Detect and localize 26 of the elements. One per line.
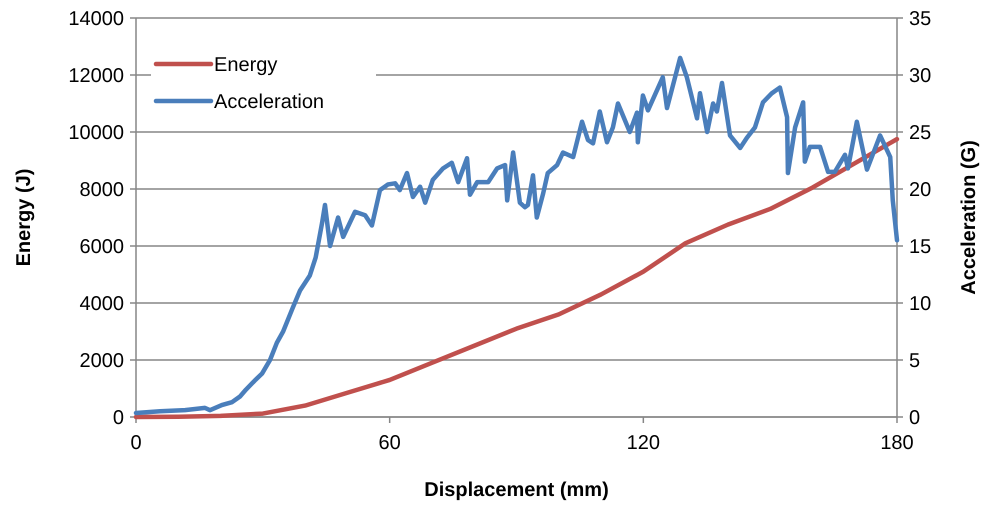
y2-tick-label: 35 [909, 8, 932, 30]
y2-tick-label: 5 [909, 350, 920, 372]
y-tick-label: 2000 [80, 350, 124, 372]
y2-tick-label: 30 [909, 65, 932, 87]
x-tick-label: 120 [626, 432, 660, 454]
y2-axis-title: Acceleration (G) [958, 140, 980, 295]
x-tick-label: 0 [130, 432, 142, 454]
y2-tick-label: 10 [909, 293, 932, 315]
legend-label: Energy [214, 54, 278, 76]
x-tick-label: 180 [880, 432, 914, 454]
y-tick-label: 0 [112, 407, 124, 429]
y-tick-label: 14000 [68, 8, 124, 30]
y2-tick-label: 25 [909, 122, 932, 144]
y2-tick-label: 15 [909, 236, 932, 258]
x-axis-title: Displacement (mm) [424, 479, 609, 501]
line-series [134, 56, 900, 416]
y-tick-label: 12000 [68, 65, 124, 87]
y-tick-label: 10000 [68, 122, 124, 144]
y2-tick-label: 20 [909, 179, 932, 201]
y-tick-label: 4000 [80, 293, 124, 315]
legend-label: Acceleration [214, 91, 324, 113]
y-tick-label: 8000 [80, 179, 124, 201]
y2-tick-label: 0 [909, 407, 920, 429]
y-axis-title: Energy (J) [13, 168, 35, 266]
y-tick-label: 6000 [80, 236, 124, 258]
x-tick-label: 60 [378, 432, 401, 454]
